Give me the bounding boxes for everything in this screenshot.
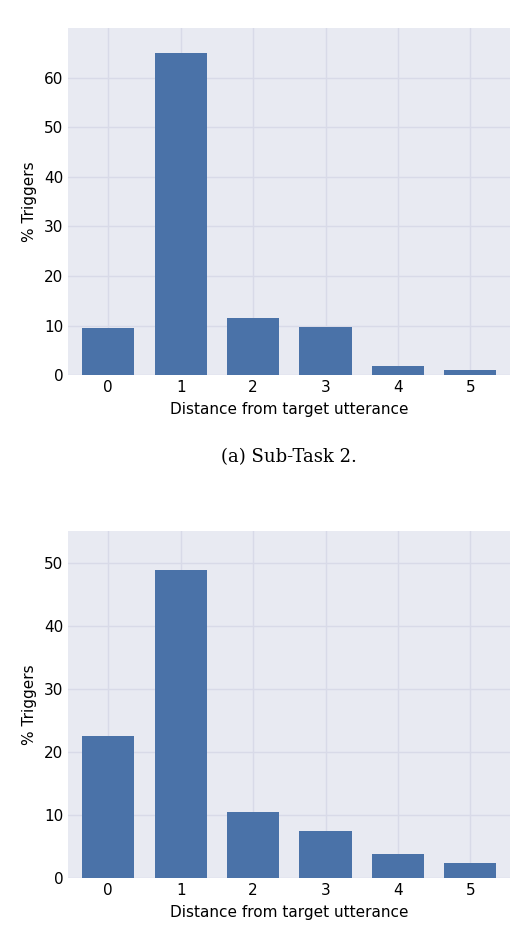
Bar: [299, 327, 351, 375]
Bar: [227, 318, 279, 375]
Bar: [82, 736, 134, 878]
Bar: [372, 366, 424, 375]
Bar: [444, 370, 497, 375]
Y-axis label: % Triggers: % Triggers: [22, 161, 37, 242]
Bar: [82, 328, 134, 375]
Bar: [227, 812, 279, 878]
Y-axis label: % Triggers: % Triggers: [22, 665, 37, 745]
X-axis label: Distance from target utterance: Distance from target utterance: [170, 904, 409, 919]
Bar: [155, 53, 207, 375]
Bar: [299, 831, 351, 878]
Bar: [444, 864, 497, 878]
Text: (a) Sub-Task 2.: (a) Sub-Task 2.: [221, 447, 357, 466]
Bar: [155, 570, 207, 878]
Bar: [372, 854, 424, 878]
X-axis label: Distance from target utterance: Distance from target utterance: [170, 402, 409, 417]
